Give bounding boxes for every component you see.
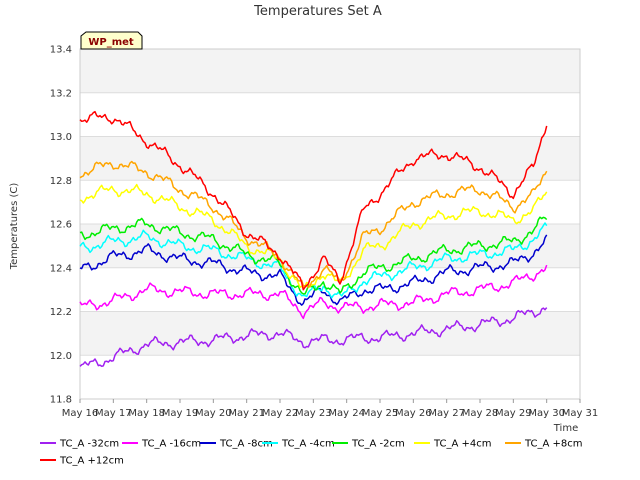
y-tick-label: 13.0	[50, 132, 72, 143]
legend-label: TC_A +4cm	[433, 439, 492, 450]
y-tick-label: 12.0	[50, 351, 72, 362]
legend-label: TC_A -2cm	[351, 439, 405, 450]
series-line	[79, 234, 548, 306]
y-axis-ticks: 11.8 12.0 12.2 12.4 12.6 12.8 13.0 13.2 13.4	[50, 45, 72, 406]
series-line	[79, 160, 548, 289]
chart-title: Temperatures Set A	[253, 4, 382, 19]
y-tick-label: 12.6	[50, 220, 72, 231]
site-label-badge: WP_met	[80, 31, 143, 50]
x-tick-label: May 30	[528, 408, 565, 419]
x-tick-label: May 18	[128, 408, 165, 419]
y-tick-label: 11.8	[50, 395, 72, 406]
legend-label: TC_A -8cm	[219, 439, 273, 450]
x-tick-label: May 20	[195, 408, 232, 419]
series-line	[79, 183, 548, 289]
plot-area-frame	[79, 48, 581, 400]
x-tick-label: May 31	[562, 408, 599, 419]
x-tick-label: May 27	[428, 408, 465, 419]
legend-label: TC_A -16cm	[141, 439, 201, 450]
x-tick-label: May 23	[295, 408, 332, 419]
plot-band	[80, 49, 580, 93]
series-line	[79, 307, 548, 368]
series-line	[79, 216, 548, 295]
y-tick-label: 13.4	[50, 45, 72, 56]
site-label-text: WP_met	[88, 37, 134, 48]
y-tick-label: 13.2	[50, 88, 72, 99]
plot-background-bands	[80, 49, 580, 356]
y-tick-label: 12.4	[50, 263, 72, 274]
legend-label: TC_A -4cm	[281, 439, 335, 450]
plot-band	[80, 136, 580, 181]
series-line	[79, 110, 548, 291]
y-tick-label: 12.2	[50, 307, 72, 318]
x-tick-label: May 19	[162, 408, 199, 419]
y-tick-label: 12.8	[50, 176, 72, 187]
x-tick-label: May 16	[62, 408, 99, 419]
legend-label: TC_A +12cm	[59, 456, 124, 467]
series-lines	[79, 110, 548, 368]
x-tick-label: May 26	[395, 408, 432, 419]
legend-label: TC_A -32cm	[59, 439, 119, 450]
legend-label: TC_A +8cm	[524, 439, 583, 450]
legend: TC_A -32cm TC_A -16cm TC_A -8cm TC_A -4cm TC…	[40, 439, 583, 467]
x-tick-label: May 25	[362, 408, 399, 419]
x-tick-label: May 21	[228, 408, 265, 419]
x-tick-label: May 24	[328, 408, 365, 419]
x-tick-label: May 22	[262, 408, 299, 419]
x-tick-label: May 17	[95, 408, 132, 419]
y-axis-title: Temperatures (C)	[9, 183, 20, 271]
series-line	[79, 264, 548, 320]
x-axis-title: Time	[553, 423, 578, 434]
site-label-box	[80, 31, 143, 50]
x-tick-label: May 28	[462, 408, 499, 419]
plot-band	[80, 311, 580, 356]
x-tick-label: May 29	[495, 408, 532, 419]
